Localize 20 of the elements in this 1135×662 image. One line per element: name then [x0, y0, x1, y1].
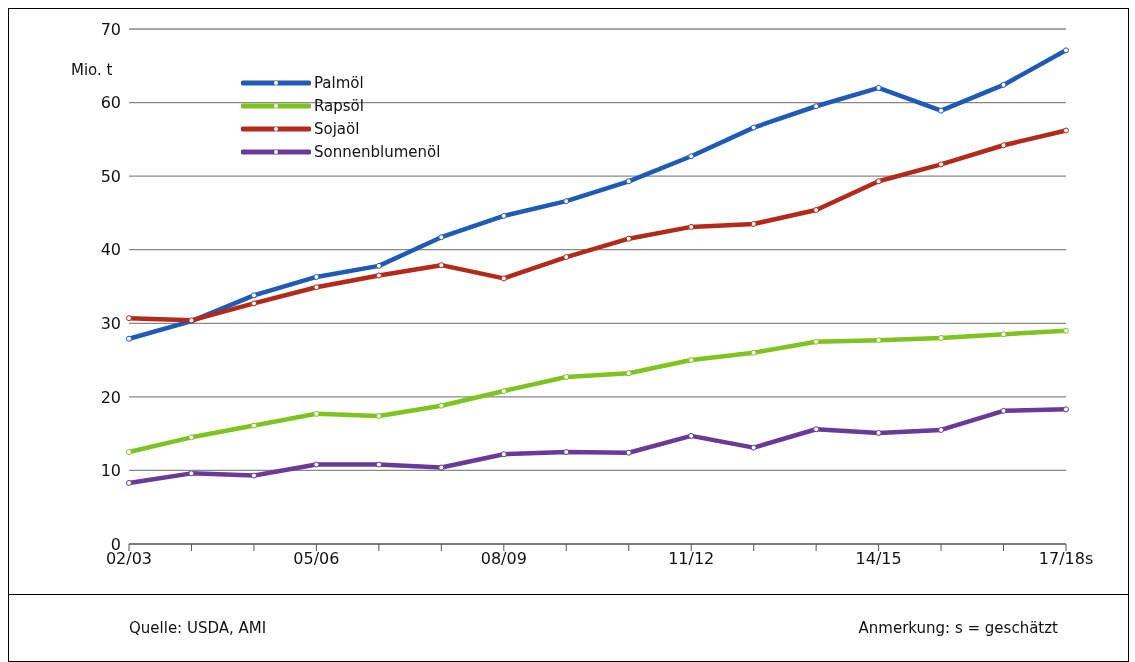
- y-tick-label: 50: [100, 166, 121, 186]
- x-tick-label: 11/12: [668, 549, 715, 569]
- text: Anmerkung: s = geschätzt: [858, 619, 1058, 637]
- source-note: Quelle: USDA, AMI: [129, 619, 267, 637]
- x-tick-label: 02/03: [105, 549, 153, 569]
- legend-label: Palmöl: [314, 73, 364, 92]
- legend-label: Rapsöl: [314, 96, 364, 115]
- y-axis-title: Mio. t: [71, 61, 113, 79]
- legend-label: Sojaöl: [314, 119, 360, 138]
- y-tick-label: 20: [100, 387, 121, 407]
- x-tick-label: 05/06: [293, 549, 340, 569]
- y-tick-label: 30: [100, 313, 121, 333]
- x-tick-label: 08/09: [480, 549, 527, 569]
- x-tick-label: 17/18s: [1038, 549, 1094, 569]
- legend-label: Sonnenblumenöl: [314, 142, 441, 161]
- y-tick-label: 10: [100, 461, 121, 481]
- y-tick-label: 60: [100, 93, 121, 113]
- y-tick-label: 40: [100, 240, 121, 260]
- y-tick-label: 70: [100, 19, 121, 39]
- x-tick-label: 14/15: [855, 549, 902, 569]
